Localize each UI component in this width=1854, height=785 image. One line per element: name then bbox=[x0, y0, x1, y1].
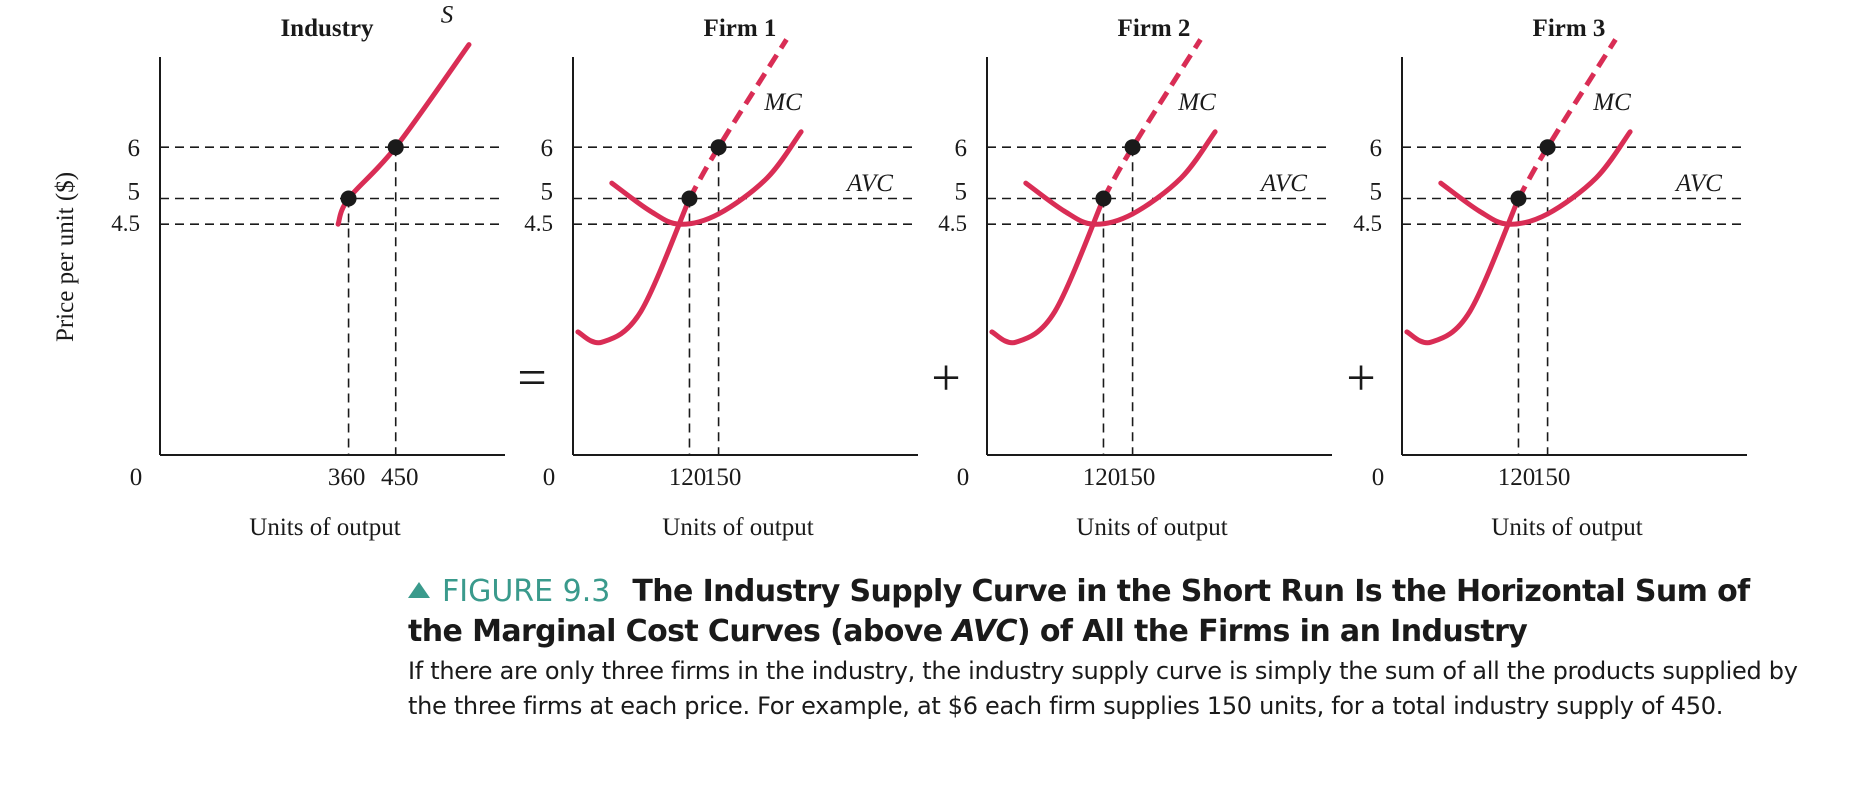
y-tick-label: 4.5 bbox=[938, 211, 967, 236]
y-tick-label: 4.5 bbox=[524, 211, 553, 236]
caption-heading: FIGURE 9.3 The Industry Supply Curve in t… bbox=[408, 572, 1808, 652]
x-axis-label: Units of output bbox=[662, 514, 813, 541]
y-axis-label: Price per unit ($) bbox=[52, 172, 79, 342]
x-tick-label: 150 bbox=[1533, 464, 1571, 491]
y-tick-label: 6 bbox=[541, 135, 554, 162]
x-tick-label: 120 bbox=[1498, 464, 1536, 491]
y-tick-label: 5 bbox=[128, 179, 141, 206]
mc-curve-solid bbox=[989, 196, 1106, 346]
y-tick-label: 4.5 bbox=[1353, 211, 1382, 236]
origin-label: 0 bbox=[543, 464, 556, 491]
panel-title: Firm 1 bbox=[704, 15, 777, 42]
x-tick-label: 120 bbox=[669, 464, 707, 491]
mc-curve-solid bbox=[575, 196, 692, 346]
triangle-icon bbox=[408, 582, 430, 598]
figure-number: FIGURE 9.3 bbox=[442, 574, 611, 609]
avc-curve bbox=[1438, 129, 1633, 227]
x-tick-label: 150 bbox=[704, 464, 742, 491]
equilibrium-point bbox=[387, 139, 404, 156]
figure-caption: FIGURE 9.3 The Industry Supply Curve in t… bbox=[408, 572, 1808, 724]
equilibrium-point bbox=[1539, 139, 1556, 156]
y-tick-label: 5 bbox=[955, 179, 968, 206]
y-tick-label: 5 bbox=[1370, 179, 1383, 206]
y-tick-label: 6 bbox=[128, 135, 141, 162]
y-tick-label: 5 bbox=[541, 179, 554, 206]
panel-title: Firm 3 bbox=[1533, 15, 1606, 42]
caption-title-part1: The Industry Supply Curve in the Short R… bbox=[408, 574, 1750, 649]
mc-curve-label: MC bbox=[1592, 89, 1631, 116]
avc-curve bbox=[1023, 129, 1218, 227]
equilibrium-point bbox=[681, 190, 698, 207]
x-axis-label: Units of output bbox=[1491, 514, 1642, 541]
equilibrium-point bbox=[1510, 190, 1527, 207]
avc-curve-label: AVC bbox=[1674, 170, 1722, 197]
avc-curve bbox=[609, 129, 804, 227]
avc-curve-label: AVC bbox=[1259, 170, 1307, 197]
operator-sign: = bbox=[517, 350, 546, 407]
origin-label: 0 bbox=[1372, 464, 1385, 491]
origin-label: 0 bbox=[957, 464, 970, 491]
operator-sign: + bbox=[931, 350, 960, 407]
mc-curve-label: MC bbox=[763, 89, 802, 116]
avc-curve-label: AVC bbox=[845, 170, 893, 197]
y-tick-label: 6 bbox=[1370, 135, 1383, 162]
mc-curve-solid bbox=[1404, 196, 1521, 346]
supply-curve bbox=[335, 42, 472, 227]
x-axis-label: Units of output bbox=[1076, 514, 1227, 541]
x-tick-label: 360 bbox=[328, 464, 366, 491]
mc-curve-dashed bbox=[1516, 38, 1618, 200]
x-axis-label: Units of output bbox=[249, 514, 400, 541]
supply-curve-label: S bbox=[441, 2, 454, 29]
chart-panels: Price per unit ($) Industry 6 5 4.5 0 360 450 Un… bbox=[52, 2, 1747, 541]
equilibrium-point bbox=[1124, 139, 1141, 156]
operator-sign: + bbox=[1346, 350, 1375, 407]
equilibrium-point bbox=[710, 139, 727, 156]
x-tick-label: 450 bbox=[381, 464, 419, 491]
y-tick-label: 6 bbox=[955, 135, 968, 162]
x-tick-label: 120 bbox=[1083, 464, 1121, 491]
y-tick-label: 4.5 bbox=[111, 211, 140, 236]
caption-body: If there are only three firms in the ind… bbox=[408, 657, 1798, 720]
caption-title-part2: ) of All the Firms in an Industry bbox=[1016, 614, 1528, 649]
origin-label: 0 bbox=[130, 464, 143, 491]
equilibrium-point bbox=[1095, 190, 1112, 207]
mc-curve-dashed bbox=[687, 38, 789, 200]
panel-industry: Industry 6 5 4.5 0 360 450 Units of output S bbox=[111, 2, 505, 541]
panel-title: Industry bbox=[280, 15, 374, 42]
equilibrium-point bbox=[340, 190, 357, 207]
panel-title: Firm 2 bbox=[1118, 15, 1191, 42]
mc-curve-dashed bbox=[1101, 38, 1203, 200]
mc-curve-label: MC bbox=[1177, 89, 1216, 116]
caption-title-italic: AVC bbox=[952, 614, 1017, 649]
x-tick-label: 150 bbox=[1118, 464, 1156, 491]
